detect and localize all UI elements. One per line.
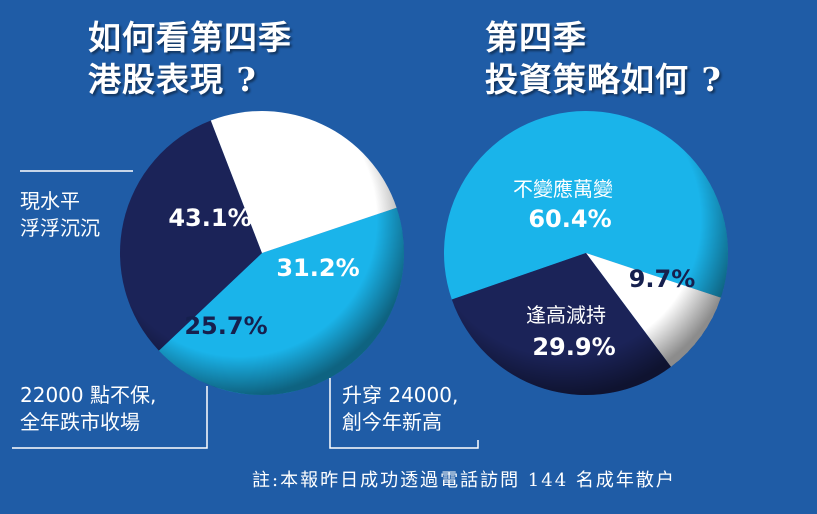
slice-category-label: 不變應萬變 xyxy=(513,177,613,201)
slice-percent-label: 9.7% xyxy=(629,265,696,293)
title-line-1: 第四季 xyxy=(485,18,587,57)
slice-percent-label: 43.1% xyxy=(168,204,251,232)
title-line-2: 投資策略如何 ? xyxy=(485,60,722,99)
pie-chart-market-outlook: 43.1% 31.2% 25.7% xyxy=(119,111,404,396)
leader-line xyxy=(329,378,479,449)
chart-title-investment-strategy: 第四季 投資策略如何 ? xyxy=(485,17,722,101)
slice-percent-label: 25.7% xyxy=(184,312,267,340)
survey-note: 註:本報昨日成功透過電話訪問 144 名成年散户 xyxy=(252,470,676,491)
slice-category-label: 逢高減持 xyxy=(526,303,606,327)
callout-line: 22000 點不保, xyxy=(20,383,157,407)
slice-percent-label: 31.2% xyxy=(276,254,359,282)
pie-chart-investment-strategy: 不變應萬變 60.4% 9.7% 逢高減持 29.9% xyxy=(444,110,729,395)
callout-flat-market: 現水平 浮浮沉沉 xyxy=(20,188,100,242)
callout-line: 升穿 24000, xyxy=(342,383,459,407)
pie-shading xyxy=(444,111,728,395)
callout-line: 現水平 xyxy=(20,189,80,213)
callout-line: 全年跌市收場 xyxy=(20,410,140,434)
callout-line: 創今年新高 xyxy=(342,410,442,434)
callout-market-fall: 22000 點不保, 全年跌市收場 xyxy=(20,382,156,436)
callout-leader-lines xyxy=(12,170,479,449)
pie-shading xyxy=(120,111,404,395)
callout-market-rise: 升穿 24000, 創今年新高 xyxy=(342,382,458,436)
chart-title-market-outlook: 如何看第四季 港股表現 ? xyxy=(88,17,292,101)
title-line-1: 如何看第四季 xyxy=(88,18,292,57)
slice-percent-label: 60.4% xyxy=(528,205,611,233)
title-line-2: 港股表現 ? xyxy=(88,60,257,99)
slice-percent-label: 29.9% xyxy=(532,333,615,361)
leader-line xyxy=(12,386,208,449)
callout-line: 浮浮沉沉 xyxy=(20,216,100,240)
